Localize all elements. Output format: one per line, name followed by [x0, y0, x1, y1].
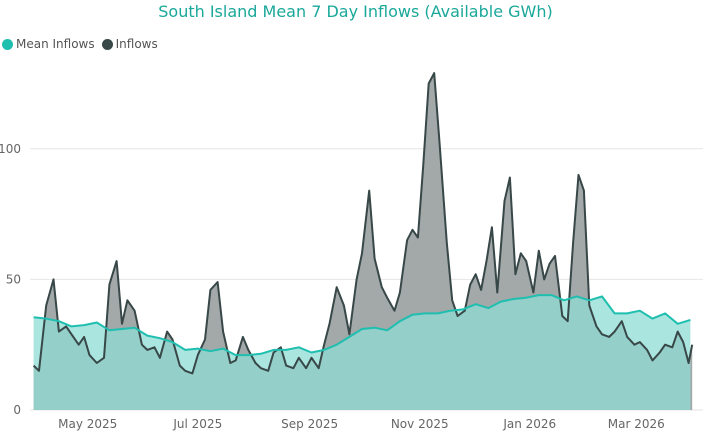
- y-tick-label-100: 100: [0, 142, 21, 156]
- x-tick-label-0: May 2025: [58, 417, 117, 431]
- x-tick-label-2: Sep 2025: [281, 417, 338, 431]
- legend-label-inflows: Inflows: [115, 37, 158, 51]
- chart-title: South Island Mean 7 Day Inflows (Availab…: [158, 2, 553, 21]
- legend: Mean Inflows Inflows: [2, 37, 165, 51]
- x-tick-label-5: Mar 2026: [608, 417, 665, 431]
- area-mean-inflows: [33, 295, 691, 410]
- x-tick-label-4: Jan 2026: [502, 417, 556, 431]
- y-tick-label-0: 0: [13, 403, 21, 417]
- x-tick-label-3: Nov 2025: [391, 417, 449, 431]
- legend-item-inflows[interactable]: Inflows: [101, 37, 158, 51]
- line-inflows: [32, 72, 694, 375]
- y-tick-label-50: 50: [6, 272, 21, 286]
- x-tick-label-1: Jul 2025: [172, 417, 222, 431]
- legend-swatch-mean-inflows: [2, 38, 13, 50]
- legend-label-mean-inflows: Mean Inflows: [16, 37, 95, 51]
- legend-item-mean-inflows[interactable]: Mean Inflows: [2, 37, 95, 51]
- line-mean-inflows: [33, 294, 691, 357]
- legend-swatch-inflows: [101, 38, 113, 50]
